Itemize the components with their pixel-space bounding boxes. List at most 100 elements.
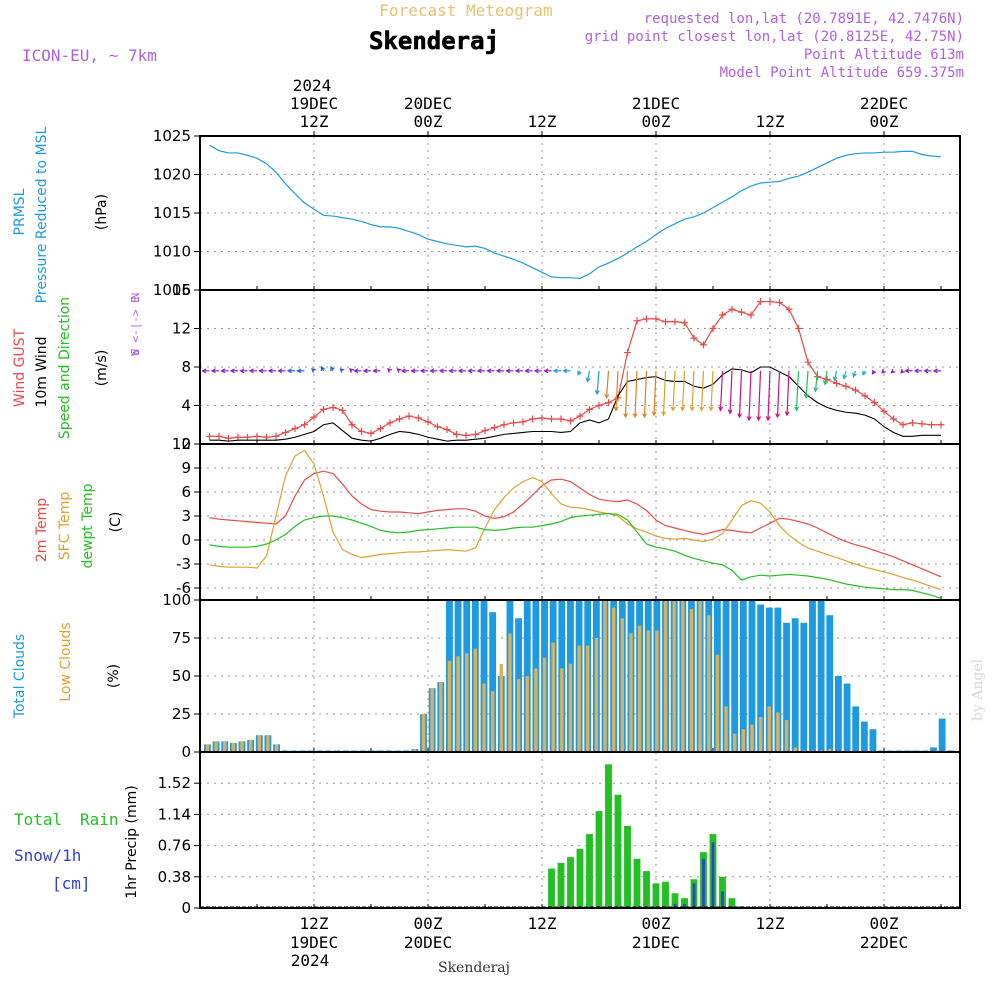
wind-arrow-head xyxy=(775,413,781,419)
bottom-time-label: 00Z xyxy=(642,914,671,933)
temp-sfc-line xyxy=(209,449,942,591)
wind-gust-marker xyxy=(928,421,935,429)
wind-gust-marker xyxy=(510,419,517,427)
total-cloud-bar xyxy=(800,622,808,752)
wind-arrow-head xyxy=(372,368,378,374)
wind-direction-arrow xyxy=(776,370,781,418)
wind-gust-marker xyxy=(206,432,213,440)
low-cloud-bar xyxy=(828,748,832,752)
panels: 102510201015101010051612840129630-3-6100… xyxy=(153,127,961,917)
total-cloud-bar xyxy=(765,607,773,752)
rain-bar xyxy=(624,825,631,908)
temp-dewpt-label: dewpt Temp xyxy=(80,483,96,568)
wind-gust-marker xyxy=(253,432,261,440)
wind-gust-marker xyxy=(377,425,384,433)
precip-ytick-label: 0.76 xyxy=(158,837,191,855)
low-cloud-bar xyxy=(758,717,763,752)
wind-arrow-head xyxy=(362,368,368,374)
wind-arrow-head xyxy=(277,368,283,374)
wind-arrow-head xyxy=(862,370,867,376)
temperature-ytick-label: 3 xyxy=(181,507,191,525)
wind-arrow-head xyxy=(467,368,473,374)
wind-gust-marker xyxy=(215,432,223,440)
precip-ytick-label: 0 xyxy=(181,899,191,917)
wind-arrow-head xyxy=(890,368,896,374)
wind-gust-marker xyxy=(538,414,546,422)
pressure-ytick-label: 1010 xyxy=(153,243,191,261)
prmsl-label: PRMSL xyxy=(12,188,28,235)
clouds-panel: 100 75 50 25 0 xyxy=(162,591,961,761)
bottom-time-label: 12Z xyxy=(756,914,785,933)
pressure-unit-label: (hPa) xyxy=(94,194,110,230)
rain-bar xyxy=(576,848,584,908)
low-cloud-bar xyxy=(655,630,659,752)
wind-arrow-head xyxy=(349,368,355,373)
wind-direction-arrow xyxy=(767,370,771,420)
wind-arrow-head xyxy=(296,368,302,374)
wind-gust-marker xyxy=(291,425,299,433)
low-clouds-label: Low Clouds xyxy=(58,622,74,701)
wind-arrow-head xyxy=(429,368,435,374)
total-cloud-bar xyxy=(938,718,946,752)
wind-gust-marker xyxy=(671,318,679,326)
precip-ytick-label: 0.38 xyxy=(158,868,191,886)
temperature-ytick-label: 6 xyxy=(181,483,191,501)
wind-arrow-head xyxy=(311,368,317,373)
wind-arrow-head xyxy=(320,365,326,372)
rain-bar xyxy=(557,862,565,908)
wind-gust-marker xyxy=(652,315,660,323)
wind-arrow-head xyxy=(229,368,235,374)
wind-gust-marker xyxy=(586,405,593,413)
rain-bar xyxy=(614,794,622,908)
wind-arrow-head xyxy=(913,368,919,374)
wind-gust-marker xyxy=(595,402,603,409)
wind-arrow-head xyxy=(651,411,657,417)
low-cloud-bar xyxy=(551,642,555,752)
top-time-label: 12Z xyxy=(528,112,557,131)
low-cloud-bar xyxy=(793,747,797,752)
wind-gust-marker xyxy=(234,433,242,441)
wind-gust-marker xyxy=(937,421,945,429)
total-cloud-bar xyxy=(757,604,765,752)
low-cloud-bar xyxy=(231,742,236,752)
low-cloud-bar xyxy=(266,735,270,752)
pressure-ytick-label: 1020 xyxy=(153,166,191,184)
compass-s: S xyxy=(129,349,142,356)
top-date-label: 20DEC xyxy=(404,94,452,113)
wind-gust-marker xyxy=(481,427,489,435)
clouds-ytick-label: 25 xyxy=(172,705,191,723)
wind-arrow-head xyxy=(680,406,686,412)
pressure-ytick-label: 1015 xyxy=(153,204,191,222)
pressure-ytick-label: 1005 xyxy=(153,281,191,299)
total-cloud-bar xyxy=(722,600,730,752)
temperature-ytick-label: 12 xyxy=(172,435,191,453)
wind-gust-label: Wind GUST xyxy=(12,328,28,407)
precip-ytick-label: 1.14 xyxy=(158,805,191,823)
wind-gust-marker xyxy=(225,434,232,442)
bottom-time-label: 00Z xyxy=(414,914,443,933)
wind-gust-marker xyxy=(643,315,650,323)
wind-gust-marker xyxy=(396,415,403,423)
snow-bar xyxy=(711,842,715,908)
total-cloud-bar xyxy=(731,600,739,752)
low-cloud-bar xyxy=(447,660,452,752)
temperature-ytick-label: 0 xyxy=(181,531,191,549)
total-cloud-bar xyxy=(930,747,937,752)
precip-panel: 1.52 1.14 0.76 0.38 0 xyxy=(158,751,961,917)
rain-bar xyxy=(643,871,650,908)
pressure-ytick-label: 1025 xyxy=(153,127,191,145)
wind-gust-marker xyxy=(367,429,375,437)
wind-gust-marker xyxy=(785,305,793,313)
wind-arrow-head xyxy=(904,368,910,374)
low-cloud-bar xyxy=(508,633,512,752)
wind-gust-marker xyxy=(244,433,251,441)
wind-gust-marker xyxy=(529,415,536,423)
wind-arrow-head xyxy=(267,368,273,374)
rain-bar xyxy=(728,898,736,908)
wind-gust-marker xyxy=(424,418,432,426)
wind-arrow-head xyxy=(832,376,838,382)
wind-arrow-head xyxy=(604,393,610,400)
low-cloud-bar xyxy=(248,739,253,752)
total-cloud-bar xyxy=(852,706,860,752)
clouds-ytick-label: 75 xyxy=(172,629,191,647)
